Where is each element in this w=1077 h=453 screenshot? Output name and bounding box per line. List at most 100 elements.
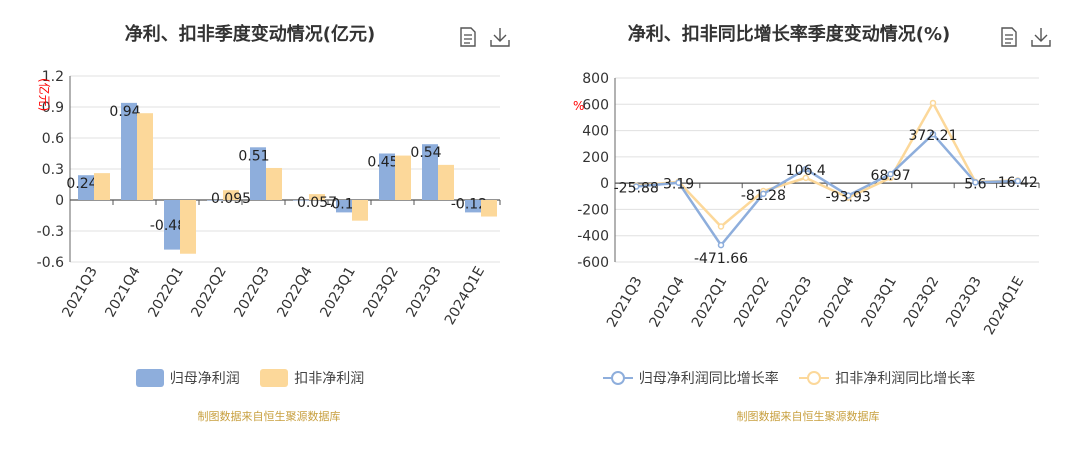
x-tick-label: 2023Q3 — [943, 274, 985, 330]
data-label: 0.45 — [367, 155, 398, 171]
profit-chart-panel: 净利、扣非季度变动情况(亿元) 1.2 0.9 0.6 0.3 0 -0.3 -0.6 (亿元… — [0, 0, 538, 453]
x-tick-label: 2022Q3 — [774, 274, 816, 330]
legend-swatch — [602, 371, 633, 385]
data-label: 106.4 — [786, 163, 826, 179]
data-label: 0.54 — [410, 145, 441, 161]
data-label: 372.21 — [909, 128, 958, 144]
series-line — [636, 100, 1018, 229]
data-point — [887, 170, 894, 178]
legend-label: 扣非净利润同比增长率 — [835, 371, 976, 387]
bar — [422, 144, 438, 200]
bar — [395, 155, 411, 200]
data-point — [1014, 177, 1022, 185]
y-tick-label: 800 — [582, 71, 609, 87]
bar — [266, 167, 282, 200]
download-icon[interactable] — [1030, 26, 1052, 48]
chart-title: 净利、扣非同比增长率季度变动情况(%) — [627, 24, 951, 45]
x-tick-label: 2022Q2 — [188, 264, 230, 320]
y-tick-label: 400 — [582, 124, 609, 140]
bar — [121, 102, 137, 200]
x-tick-label: 2023Q3 — [403, 264, 445, 320]
x-tick-label: 2021Q4 — [102, 264, 144, 320]
data-point — [802, 165, 810, 173]
x-tick-label: 2024Q1E — [981, 274, 1027, 338]
bar — [465, 200, 481, 213]
legend-swatch — [135, 369, 164, 387]
bar — [293, 200, 309, 201]
x-tick-label: 2021Q3 — [59, 264, 101, 320]
bar — [78, 175, 94, 200]
x-tick-label: 2023Q1 — [858, 274, 900, 330]
bar — [336, 200, 352, 213]
x-tick-label: 2022Q4 — [816, 274, 858, 330]
y-tick-label: 0.9 — [42, 100, 64, 116]
data-point — [929, 130, 937, 138]
data-label: -471.66 — [694, 251, 748, 267]
data-label: 5.6 — [964, 176, 986, 192]
data-point — [972, 179, 979, 186]
growth-chart-panel: 净利、扣非同比增长率季度变动情况(%) 800 600 400 200 0 -200 -40… — [539, 0, 1077, 453]
legend-label: 归母净利润 — [169, 371, 240, 387]
y-tick-label: 1.2 — [42, 69, 64, 85]
legend-swatch — [260, 369, 289, 387]
bar — [438, 164, 454, 200]
bar — [250, 147, 266, 200]
data-point — [760, 190, 767, 198]
document-icon[interactable] — [458, 26, 478, 48]
data-label: 0.095 — [211, 191, 251, 207]
bar-chart: 1.2 0.9 0.6 0.3 0 -0.3 -0.6 (亿元) 0.24 0.94 -0.48 0.… — [37, 69, 501, 328]
data-label: 0.94 — [109, 104, 140, 120]
document-icon[interactable] — [999, 26, 1019, 48]
data-point — [717, 241, 725, 249]
bar — [223, 190, 239, 200]
data-point — [844, 192, 852, 199]
legend-item-series1[interactable]: 归母净利润同比增长率 — [602, 368, 779, 388]
data-point — [675, 179, 682, 186]
y-tick-label: 600 — [582, 97, 609, 113]
y-tick-label: 200 — [582, 150, 609, 166]
y-tick-label: 0 — [55, 193, 64, 209]
y-tick-label: 0 — [600, 176, 609, 192]
series-line — [636, 132, 1018, 248]
x-tick-label: 2023Q2 — [360, 264, 402, 320]
x-tick-label: 2021Q3 — [604, 274, 646, 330]
legend-item-series2[interactable]: 扣非净利润同比增长率 — [799, 368, 975, 388]
y-tick-label: -400 — [577, 229, 609, 245]
x-tick-label: 2022Q2 — [731, 274, 773, 330]
data-label: 16.42 — [998, 175, 1038, 191]
legend-item-series2[interactable]: 扣非净利润 — [260, 368, 364, 388]
source-note: 制图数据来自恒生聚源数据库 — [197, 410, 341, 423]
x-tick-label: 2024Q1E — [442, 264, 488, 328]
data-label: -0.1 — [326, 196, 353, 212]
y-tick-label: -600 — [577, 255, 609, 271]
chart-legend: 归母净利润同比增长率 扣非净利润同比增长率 — [539, 368, 1039, 391]
bar — [180, 200, 196, 254]
data-label: -0.12 — [451, 196, 487, 212]
download-icon[interactable] — [489, 26, 511, 48]
chart-title: 净利、扣非季度变动情况(亿元) — [124, 24, 376, 45]
y-tick-label: -0.3 — [37, 224, 64, 240]
x-tick-label: 2022Q4 — [274, 264, 316, 320]
y-tick-label: 0.6 — [42, 131, 64, 147]
data-label: -25.88 — [614, 181, 659, 197]
bar — [481, 200, 497, 217]
bar — [309, 194, 325, 200]
line-chart: 800 600 400 200 0 -200 -400 -600% -25.88 3.19 -471… — [573, 71, 1040, 338]
data-label: -81.28 — [741, 188, 786, 204]
y-axis-unit: % — [573, 99, 584, 113]
data-label: 3.19 — [663, 177, 694, 193]
data-point — [632, 183, 640, 190]
legend-label: 归母净利润同比增长率 — [638, 371, 779, 387]
x-tick-label: 2022Q3 — [231, 264, 273, 320]
x-tick-label: 2023Q1 — [317, 264, 359, 320]
y-tick-label: -200 — [577, 202, 609, 218]
chart-legend: 归母净利润 扣非净利润 — [0, 368, 500, 391]
y-tick-label: -0.6 — [37, 255, 64, 271]
legend-item-series1[interactable]: 归母净利润 — [135, 368, 240, 388]
y-axis-unit: (亿元) — [37, 78, 52, 111]
bar — [379, 153, 395, 200]
x-tick-label: 2021Q4 — [646, 274, 688, 330]
bar — [352, 200, 368, 221]
data-label: 0.24 — [66, 176, 97, 192]
data-label: -0.48 — [150, 218, 186, 234]
